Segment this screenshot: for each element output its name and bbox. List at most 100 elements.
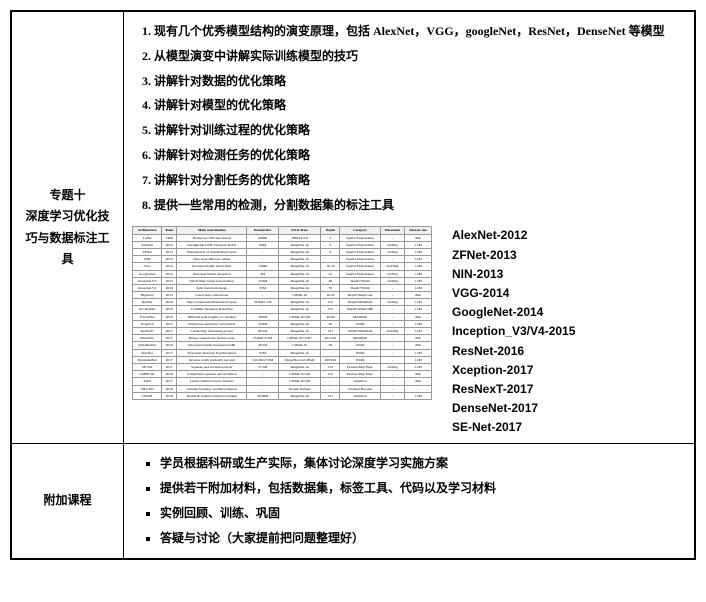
mini-table-cell: 1st/Img bbox=[380, 299, 404, 306]
mini-table-cell: - bbox=[380, 320, 404, 327]
mini-table-header: Dataset size bbox=[405, 227, 432, 234]
mini-table-cell: 2016 bbox=[162, 284, 177, 291]
mini-table-row: ZFNet2013Visualization of intermediate l… bbox=[133, 248, 432, 255]
mini-table-cell: Highway bbox=[133, 292, 162, 299]
model-timeline-list: AlexNet-2012ZFNet-2013NIN-2013VGG-2014Go… bbox=[452, 226, 575, 437]
mini-table-cell: 200/164 bbox=[321, 356, 340, 363]
extra-course-content-cell: 学员根据科研或生产实际，集体讨论深度学习实施方案提供若干附加材料，包括数据集，标… bbox=[124, 444, 696, 559]
mini-table-cell: 572 bbox=[321, 306, 340, 313]
mini-table-cell: Width bbox=[340, 342, 380, 349]
mini-table-cell: Backprop CNN introduced bbox=[177, 234, 247, 241]
mini-table-header: Category bbox=[340, 227, 380, 234]
mini-table-cell: 2017 bbox=[162, 363, 177, 370]
mini-table-cell: ImageNet-1k bbox=[278, 299, 320, 306]
mini-table-cell: 22.8M bbox=[247, 320, 278, 327]
topic-list-item: 从模型演变中讲解实际训练模型的技巧 bbox=[154, 45, 686, 68]
model-list-item: SE-Net-2017 bbox=[452, 418, 575, 437]
mini-table-cell: 2016 bbox=[162, 306, 177, 313]
mini-table-cell: Depth+Width+MP bbox=[340, 306, 380, 313]
mini-table-cell: MNIST 0.8 bbox=[278, 234, 320, 241]
mini-table-row: WideResNet2016Decreased depth; increased… bbox=[133, 342, 432, 349]
mini-table-cell: 2014 bbox=[162, 270, 177, 277]
mini-table-cell: Feature-Map Expl. bbox=[340, 371, 380, 378]
topic-ten-row: 专题十深度学习优化技巧与数据标注工具 现有几个优秀模型结构的演变原理，包括 Al… bbox=[11, 11, 695, 444]
model-list-item: NIN-2013 bbox=[452, 265, 575, 284]
mini-table-cell: MultiPath bbox=[340, 335, 380, 342]
topic-ten-list: 现有几个优秀模型结构的演变原理，包括 AlexNet，VGG，googleNet… bbox=[132, 20, 686, 216]
mini-table-cell: 25.6M/1.7M bbox=[247, 299, 278, 306]
mini-table-cell: - bbox=[321, 349, 340, 356]
mini-table-cell: 152 bbox=[321, 363, 340, 370]
mini-table-cell: 68.1M bbox=[247, 328, 278, 335]
mini-table-cell: 1.2M bbox=[405, 306, 432, 313]
mini-table-cell: 27.5M bbox=[247, 363, 278, 370]
mini-table-cell: 5 bbox=[321, 234, 340, 241]
mini-table-cell: - bbox=[380, 349, 404, 356]
mini-table-cell: Decreased depth; increased width bbox=[177, 342, 247, 349]
mini-table-cell: Inception V4 bbox=[133, 284, 162, 291]
model-list-item: ResNet-2016 bbox=[452, 342, 575, 361]
mini-table-cell: 1998 bbox=[162, 234, 177, 241]
mini-table-cell: ImageNet-1k bbox=[278, 270, 320, 277]
mini-table-row: CB-CNN2018Channel boosting; auxiliary le… bbox=[133, 385, 432, 392]
mini-table-header: Depth bbox=[321, 227, 340, 234]
mini-table-cell: 1st/Img bbox=[380, 363, 404, 370]
curriculum-table: 专题十深度学习优化技巧与数据标注工具 现有几个优秀模型结构的演变原理，包括 Al… bbox=[10, 10, 696, 560]
mini-table-cell: Different path lengths; no residual bbox=[177, 313, 247, 320]
topic-list-item: 讲解针对分割任务的优化策略 bbox=[154, 169, 686, 192]
mini-table-cell: PyramidalNet bbox=[133, 356, 162, 363]
topic-list-item: 提供一些常用的检测，分割数据集的标注工具 bbox=[154, 194, 686, 217]
mini-table-cell: 138M bbox=[247, 263, 278, 270]
mini-table-cell: 1st/Img bbox=[380, 270, 404, 277]
mini-table-cell: 2018 bbox=[162, 371, 177, 378]
mini-table-cell: - bbox=[405, 385, 432, 392]
mini-table-cell: - bbox=[247, 292, 278, 299]
mini-table-row: ResNeXt2017Cardinality; increasing group… bbox=[133, 328, 432, 335]
mini-table-row: GoogLeNet2014Increased Width; Inception4… bbox=[133, 270, 432, 277]
extra-list-item: 答疑与讨论（大家提前把问题整理好） bbox=[160, 527, 686, 550]
mini-table-row: Inception V32015Small filter; better fac… bbox=[133, 277, 432, 284]
mini-table-row: CBAM2018Spatial & channel attention lear… bbox=[133, 392, 432, 399]
topic-list-item: 现有几个优秀模型结构的演变原理，包括 AlexNet，VGG，googleNet… bbox=[154, 20, 686, 43]
mini-table-cell: - bbox=[321, 385, 340, 392]
mini-table-cell: Combine Inception & ResNet bbox=[177, 306, 247, 313]
model-list-item: Inception_V3/V4-2015 bbox=[452, 322, 575, 341]
model-list-item: AlexNet-2012 bbox=[452, 226, 575, 245]
mini-table-cell: 60M bbox=[247, 241, 278, 248]
mini-table-cell: Width bbox=[340, 356, 380, 363]
mini-table-cell: Spatial Exploitation bbox=[340, 234, 380, 241]
mini-table-cell: 2nd/Img bbox=[380, 263, 404, 270]
mini-table-cell: 1.2M bbox=[405, 248, 432, 255]
mini-table-cell: 2017 bbox=[162, 349, 177, 356]
mini-table-cell: Small filter; better factorization bbox=[177, 277, 247, 284]
mini-table-cell: 152 bbox=[321, 299, 340, 306]
mini-table-cell: 1.2M bbox=[405, 392, 432, 399]
mini-table-cell: Spatial & channel attention learning bbox=[177, 392, 247, 399]
mini-table-row: DenseNet2017Dense connections; feature r… bbox=[133, 335, 432, 342]
mini-table-cell: Deep&wide CNN; Dropout; ReLU bbox=[177, 241, 247, 248]
mini-table-header: Error Rate bbox=[278, 227, 320, 234]
mini-table-cell: - bbox=[380, 292, 404, 299]
mini-table-cell: ResNet bbox=[133, 299, 162, 306]
mini-table-cell: 2013 bbox=[162, 248, 177, 255]
mini-table-cell: 2018 bbox=[162, 392, 177, 399]
mini-table-cell: ImageNet-1k bbox=[278, 306, 320, 313]
mini-table-cell: 40-80 bbox=[321, 313, 340, 320]
mini-table-cell: CMPE-SE bbox=[133, 371, 162, 378]
mini-table-cell: ImageNet-1k bbox=[278, 320, 320, 327]
mini-table-cell: 25.6M/15.3M bbox=[247, 335, 278, 342]
model-list-item: ZFNet-2013 bbox=[452, 246, 575, 265]
mini-table-cell: Dense connections; feature reuse bbox=[177, 335, 247, 342]
mini-table-cell: - bbox=[247, 306, 278, 313]
mini-table-cell: 22 bbox=[321, 270, 340, 277]
mini-table-row: CMPE-SE2018Competitive squeeze and excit… bbox=[133, 371, 432, 378]
mini-table-row: Highway2015Gated skip connections-CIFAR-… bbox=[133, 292, 432, 299]
mini-table-cell: LeNet bbox=[133, 234, 162, 241]
extra-list-item: 提供若干附加材料，包括数据集，标签工具、代码以及学习材料 bbox=[160, 477, 686, 500]
mini-table-cell: ImageNet-1k bbox=[278, 263, 320, 270]
topic-list-item: 讲解针对数据的优化策略 bbox=[154, 70, 686, 93]
mini-table-cell: 60k bbox=[405, 292, 432, 299]
mini-table-cell: 36.5M bbox=[247, 342, 278, 349]
mini-table-cell: CIFAR-10+/100+ bbox=[278, 335, 320, 342]
mini-table-cell: - bbox=[380, 313, 404, 320]
